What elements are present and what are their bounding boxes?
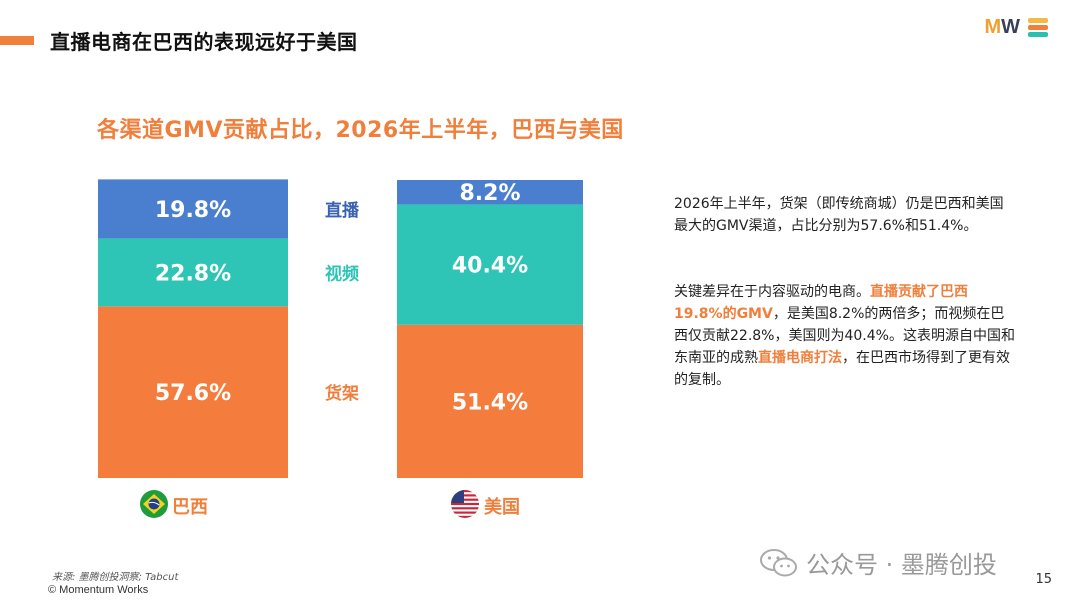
logo-letter-m: M [984, 16, 1002, 38]
watermark-text: 公众号 · 墨腾创投 [806, 551, 997, 579]
bar-segment-usa-1 [397, 204, 583, 325]
logo-stack-icon [1028, 18, 1048, 37]
data-label-brazil-0: 57.6% [155, 381, 231, 406]
bar-segment-brazil-0 [98, 306, 288, 478]
bar-segment-usa-2 [397, 180, 583, 205]
source-note: 来源: 墨腾创投洞察; Tabcut [52, 572, 179, 583]
description-paragraph-2: 关键差异在于内容驱动的电商。直播贡献了巴西19.8%的GMV，是美国8.2%的两… [674, 284, 1015, 388]
legend-label-2: 直播 [325, 200, 360, 221]
country-label-usa: 美国 [484, 497, 520, 518]
chart-title: 各渠道GMV贡献占比，2026年上半年，巴西与美国 [97, 118, 624, 143]
momentum-works-logo: MW [984, 16, 1048, 39]
wechat-watermark: 公众号 · 墨腾创投 [760, 545, 997, 580]
logo-letter-w: W [1001, 16, 1020, 38]
description-paragraph-1: 2026年上半年，货架（即传统商城）仍是巴西和美国最大的GMV渠道，占比分别为5… [674, 196, 1004, 234]
data-label-usa-2: 8.2% [459, 181, 520, 206]
title-accent-bar [0, 36, 34, 45]
bar-segment-brazil-1 [98, 238, 288, 307]
copyright: © Momentum Works [48, 584, 149, 596]
page-title: 直播电商在巴西的表现远好于美国 [50, 30, 358, 54]
usa-flag-icon [451, 490, 479, 518]
page-number: 15 [1035, 572, 1052, 587]
data-label-usa-0: 51.4% [452, 390, 528, 415]
country-label-brazil: 巴西 [172, 497, 208, 518]
data-label-brazil-1: 22.8% [155, 261, 231, 286]
legend-label-0: 货架 [325, 383, 359, 404]
brazil-flag-icon [140, 490, 168, 518]
data-label-brazil-2: 19.8% [155, 198, 231, 223]
highlight-livestream-share: 直播贡献了巴西19.8%的GMV [674, 284, 968, 322]
highlight-livestream-playbook: 直播电商打法 [758, 350, 842, 366]
wechat-icon [760, 548, 798, 578]
data-label-usa-1: 40.4% [452, 254, 528, 279]
bar-segment-usa-0 [397, 324, 583, 478]
bar-segment-brazil-2 [98, 179, 288, 239]
legend-label-1: 视频 [325, 263, 359, 284]
